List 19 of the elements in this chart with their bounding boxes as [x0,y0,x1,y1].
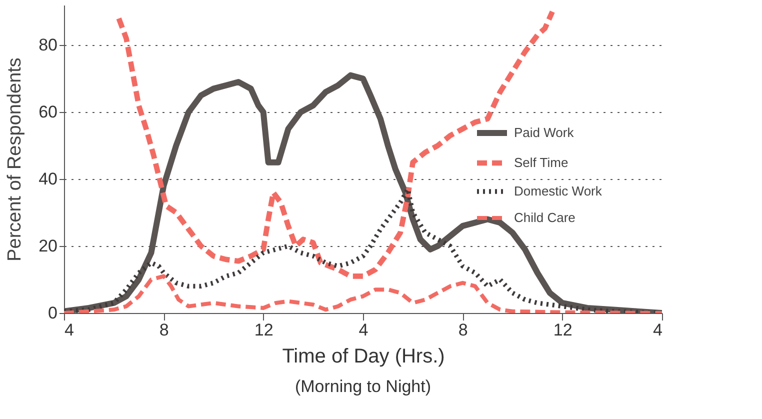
legend-label: Self Time [514,155,568,170]
x-tick-label: 8 [159,320,169,340]
legend-label: Paid Work [514,125,574,140]
x-axis-title: Time of Day (Hrs.) [282,346,445,368]
y-tick-label: 40 [38,170,58,189]
x-tick-label: 4 [358,320,368,340]
x-tick-label: 4 [64,320,74,340]
text: (Morning to Night) [294,377,432,396]
legend-label: Child Care [514,210,576,225]
y-tick-label: 20 [38,236,58,256]
y-tick-label: 0 [48,304,58,322]
y-tick-label: 80 [38,36,58,55]
x-tick-label: 12 [553,320,572,340]
y-axis-title: Percent of Respondents [4,58,26,262]
x-tick-label: 4 [653,320,662,340]
x-tick-label: 8 [458,320,468,340]
legend-label: Domestic Work [514,184,602,198]
x-tick-label: 12 [254,320,274,340]
y-tick-label: 60 [38,102,58,122]
